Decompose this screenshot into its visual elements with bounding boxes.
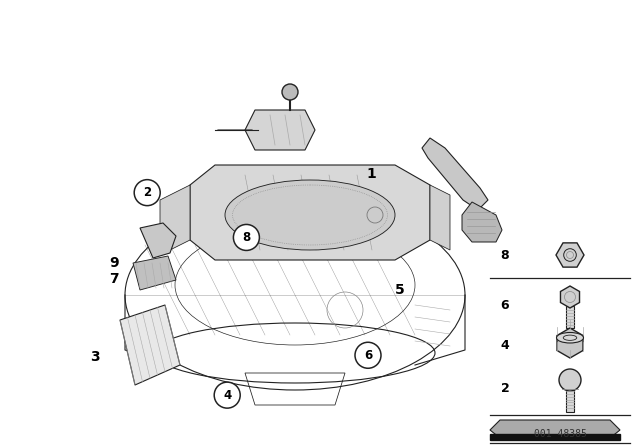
Polygon shape — [133, 256, 176, 290]
Text: 2: 2 — [500, 382, 509, 395]
Bar — [490, 434, 620, 440]
Polygon shape — [422, 138, 488, 210]
Circle shape — [355, 342, 381, 368]
Text: 7: 7 — [109, 271, 119, 286]
Polygon shape — [430, 185, 450, 250]
Ellipse shape — [225, 180, 395, 250]
Polygon shape — [556, 243, 584, 267]
Bar — [566, 306, 574, 328]
Polygon shape — [190, 165, 430, 260]
Polygon shape — [245, 110, 315, 150]
Circle shape — [234, 224, 259, 250]
Polygon shape — [160, 185, 190, 255]
Polygon shape — [140, 223, 176, 258]
Circle shape — [134, 180, 160, 206]
Polygon shape — [120, 305, 180, 385]
Text: 9: 9 — [109, 256, 119, 271]
Text: 3: 3 — [90, 350, 100, 364]
Circle shape — [559, 369, 581, 391]
Text: 8: 8 — [500, 249, 509, 262]
Text: 2: 2 — [143, 186, 151, 199]
Polygon shape — [490, 420, 620, 438]
Text: 4: 4 — [223, 388, 231, 402]
Circle shape — [282, 84, 298, 100]
Polygon shape — [462, 202, 502, 242]
Text: 5: 5 — [395, 283, 405, 297]
Text: 6: 6 — [500, 298, 509, 311]
Text: 6: 6 — [364, 349, 372, 362]
Bar — [566, 390, 574, 412]
Text: 001 48385: 001 48385 — [534, 429, 586, 439]
Text: 1: 1 — [366, 167, 376, 181]
Ellipse shape — [557, 332, 584, 343]
Text: 4: 4 — [500, 339, 509, 352]
Polygon shape — [557, 328, 583, 358]
Text: 8: 8 — [243, 231, 250, 244]
Circle shape — [214, 382, 240, 408]
Polygon shape — [561, 286, 580, 308]
